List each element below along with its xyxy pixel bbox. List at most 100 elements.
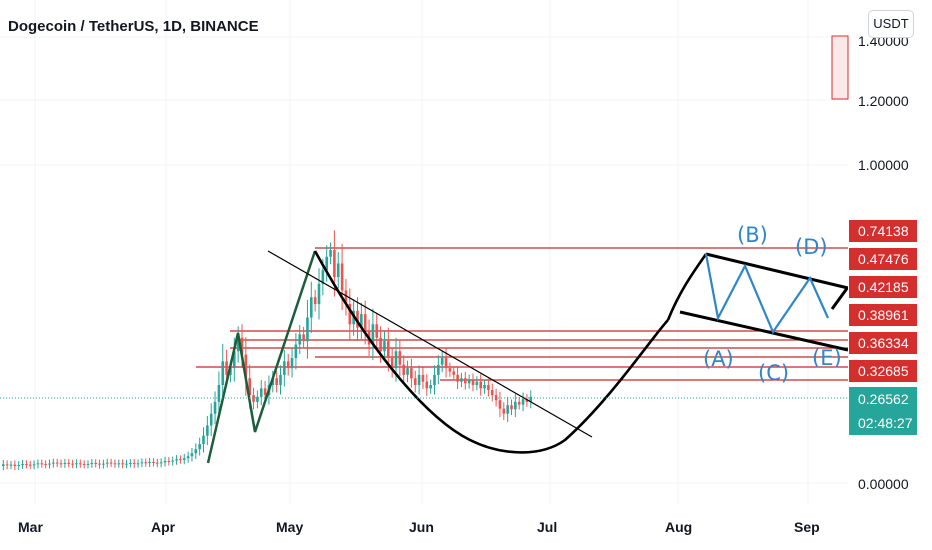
candle-down	[13, 464, 17, 466]
candle-up	[213, 401, 217, 414]
impulse-zigzag-line	[206, 250, 317, 464]
last-price-value: 0.26562	[858, 391, 909, 407]
candle-up	[52, 462, 55, 464]
x-tick-label: May	[276, 519, 303, 535]
candle-down	[510, 405, 513, 410]
candle-up	[283, 361, 286, 375]
currency-button[interactable]: USDT	[868, 10, 914, 38]
level-tag-1: 0.47476	[849, 248, 917, 270]
candle-up	[206, 425, 209, 436]
candle-up	[290, 358, 294, 369]
candle-up	[86, 463, 90, 465]
candle-down	[248, 378, 251, 396]
candle-down	[356, 310, 359, 328]
candle-up	[417, 374, 421, 385]
svg-text:0.38961: 0.38961	[858, 307, 909, 323]
svg-text:0.47476: 0.47476	[858, 251, 909, 267]
candle-down	[179, 459, 182, 461]
horizontal-levels	[196, 247, 848, 381]
candle-up	[17, 464, 20, 466]
candle-down	[421, 374, 425, 382]
cup-curve	[313, 250, 669, 454]
candle-down	[410, 368, 413, 379]
candle-down	[71, 463, 74, 465]
candle-down	[348, 304, 352, 325]
candle-up	[217, 385, 221, 402]
triangle-lower-line	[679, 310, 849, 352]
candle-down	[132, 462, 136, 464]
candle-down	[275, 378, 278, 385]
candle-up	[294, 344, 298, 358]
cup-rise-curve	[666, 253, 708, 321]
candle-up	[186, 456, 190, 459]
x-tick-label: Jul	[537, 519, 557, 535]
candle-down	[402, 364, 405, 375]
candle-down	[471, 379, 475, 385]
wave-label-d: (D)	[795, 235, 828, 259]
candle-down	[490, 390, 494, 396]
candle-down	[340, 263, 344, 291]
x-tick-label: Aug	[665, 519, 692, 535]
svg-text:0.36334: 0.36334	[858, 335, 909, 351]
level-tag-2: 0.42185	[849, 276, 917, 298]
time-axis: Mar Apr May Jun Jul Aug Sep	[0, 505, 932, 550]
candle-up	[163, 460, 167, 463]
candle-up	[105, 462, 109, 464]
candle-up	[125, 463, 128, 465]
candle-down	[98, 463, 101, 465]
candle-up	[406, 368, 409, 375]
candle-down	[152, 461, 155, 463]
svg-text:0.42185: 0.42185	[858, 279, 909, 295]
candle-down	[502, 408, 506, 414]
candle-up	[325, 256, 328, 271]
candle-up	[229, 368, 232, 375]
triangle-breakout-line	[830, 286, 850, 310]
candle-up	[259, 388, 263, 397]
candle-down	[379, 337, 382, 352]
candle-up	[9, 464, 13, 466]
x-tick-label: Jun	[409, 519, 434, 535]
price-axis: 1.40000 1.20000 1.00000 0.00000 0.74138 …	[831, 0, 932, 550]
candle-up	[117, 463, 121, 465]
candle-down	[240, 337, 244, 355]
last-price-tag: 0.26562 02:48:27	[849, 387, 917, 435]
candle-up	[102, 463, 105, 465]
countdown-value: 02:48:27	[858, 415, 913, 431]
candle-up	[136, 463, 140, 465]
candle-down	[452, 371, 456, 375]
candle-down	[387, 341, 390, 358]
candle-down	[456, 374, 459, 382]
candle-down	[144, 462, 148, 464]
candle-down	[156, 462, 159, 464]
wave-label-a: (A)	[703, 347, 734, 371]
candle-up	[310, 297, 313, 318]
candle-up	[371, 324, 375, 345]
wave-label-e: (E)	[812, 346, 842, 370]
x-tick-label: Sep	[794, 519, 820, 535]
candle-up	[529, 396, 533, 402]
level-tag-0: 0.74138	[849, 220, 917, 242]
candle-up	[159, 462, 163, 464]
svg-text:0.32685: 0.32685	[858, 363, 909, 379]
candle-down	[413, 378, 417, 385]
candle-down	[448, 368, 452, 372]
candle-down	[498, 400, 502, 409]
candle-up	[317, 283, 321, 304]
candle-down	[244, 354, 248, 379]
triangle-upper-line	[705, 252, 849, 290]
candle-down	[302, 334, 305, 342]
candle-up	[48, 463, 51, 465]
y-tick-label: 0.00000	[858, 476, 909, 492]
candle-down	[82, 463, 86, 465]
candle-down	[464, 378, 467, 384]
candle-down	[479, 381, 482, 389]
candle-down	[263, 388, 267, 396]
level-tag-5: 0.32685	[849, 360, 917, 382]
candle-down	[59, 463, 63, 465]
candle-up	[279, 374, 282, 385]
abcde-wave-line	[704, 253, 830, 335]
chart-grid	[0, 0, 848, 505]
candle-down	[94, 462, 97, 464]
candle-up	[433, 374, 436, 385]
